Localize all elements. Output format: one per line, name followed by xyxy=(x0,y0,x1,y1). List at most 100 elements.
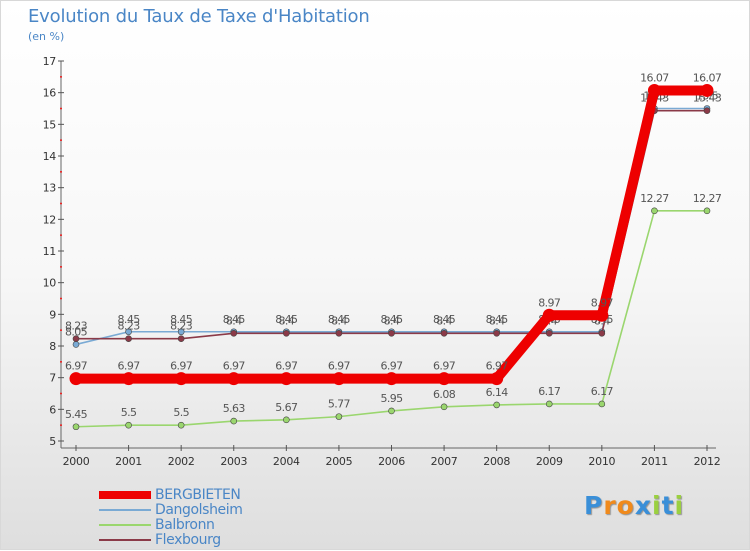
x-tick-label: 2011 xyxy=(641,455,668,468)
data-point-bergbieten xyxy=(122,372,136,386)
data-label-bergbieten: 16.07 xyxy=(693,71,722,84)
data-label-dangolsheim: 8.45 xyxy=(170,313,193,326)
y-tick-label: 13 xyxy=(43,182,57,195)
y-tick-label: 11 xyxy=(43,245,56,258)
data-point-balbronn xyxy=(440,403,448,411)
data-label-flexbourg: 8.4 xyxy=(384,314,400,327)
data-label-balbronn: 12.27 xyxy=(693,192,722,205)
logo-letter: x xyxy=(634,491,652,520)
data-point-balbronn xyxy=(335,413,343,420)
data-point-flexbourg xyxy=(125,335,132,343)
data-point-balbronn xyxy=(651,207,658,215)
data-point-bergbieten xyxy=(332,372,346,386)
data-point-bergbieten xyxy=(647,83,661,97)
logo-letter: P xyxy=(584,491,604,520)
logo-letter: o xyxy=(616,491,635,520)
data-point-flexbourg xyxy=(335,330,343,337)
data-label-dangolsheim: 8.45 xyxy=(328,313,351,326)
legend-swatch xyxy=(99,490,151,499)
data-label-balbronn: 6.14 xyxy=(486,386,509,399)
data-label-dangolsheim: 8.45 xyxy=(118,313,141,326)
y-tick-label: 9 xyxy=(49,308,56,321)
data-label-flexbourg: 8.4 xyxy=(436,314,452,327)
data-point-bergbieten xyxy=(385,372,398,386)
data-label-balbronn: 5.45 xyxy=(65,408,88,421)
x-tick-label: 2010 xyxy=(588,455,615,468)
data-label-bergbieten: 8.97 xyxy=(538,296,561,309)
data-label-balbronn: 6.17 xyxy=(591,385,614,398)
data-label-dangolsheim: 8.45 xyxy=(223,313,246,326)
proxiti-logo: Proxiti xyxy=(584,491,684,520)
data-point-balbronn xyxy=(72,423,80,431)
legend-label: Dangolsheim xyxy=(155,501,243,518)
data-point-balbronn xyxy=(703,207,711,215)
data-label-flexbourg: 8.4 xyxy=(489,314,505,327)
data-point-bergbieten xyxy=(69,372,83,386)
data-point-balbronn xyxy=(598,400,606,408)
x-tick-label: 2006 xyxy=(378,455,405,468)
data-point-dangolsheim xyxy=(125,328,132,336)
data-label-bergbieten: 6.97 xyxy=(433,360,456,373)
logo-letter: i xyxy=(652,491,662,520)
y-tick-label: 7 xyxy=(49,372,56,385)
y-tick-label: 10 xyxy=(43,277,57,290)
data-label-bergbieten: 6.97 xyxy=(65,360,88,373)
data-point-bergbieten xyxy=(437,372,451,386)
data-point-balbronn xyxy=(388,407,395,415)
data-point-flexbourg xyxy=(493,330,500,337)
data-label-balbronn: 5.63 xyxy=(223,402,246,415)
data-point-balbronn xyxy=(283,416,290,424)
data-point-flexbourg xyxy=(703,107,711,115)
data-label-flexbourg: 8.23 xyxy=(65,320,88,333)
data-point-balbronn xyxy=(125,421,132,429)
y-tick-label: 14 xyxy=(43,150,57,163)
data-label-dangolsheim: 8.45 xyxy=(433,313,456,326)
y-tick-label: 8 xyxy=(49,340,56,353)
data-label-dangolsheim: 8.05 xyxy=(65,325,88,338)
data-point-flexbourg xyxy=(283,330,290,337)
data-point-balbronn xyxy=(230,417,238,425)
data-label-flexbourg: 8.4 xyxy=(331,314,347,327)
x-tick-label: 2000 xyxy=(63,455,90,468)
x-tick-label: 2001 xyxy=(115,455,142,468)
y-tick-label: 15 xyxy=(43,118,57,131)
data-point-flexbourg xyxy=(545,330,553,337)
data-label-balbronn: 5.5 xyxy=(121,406,137,419)
data-point-dangolsheim xyxy=(177,328,185,336)
data-label-flexbourg: 8.4 xyxy=(226,314,242,327)
data-point-flexbourg xyxy=(72,335,80,343)
data-label-dangolsheim: 8.45 xyxy=(275,313,298,326)
x-tick-label: 2009 xyxy=(536,455,563,468)
x-tick-label: 2008 xyxy=(483,455,510,468)
y-tick-label: 17 xyxy=(43,55,57,68)
legend-label: Balbronn xyxy=(155,516,215,533)
data-point-flexbourg xyxy=(440,330,448,337)
legend-swatch xyxy=(99,508,151,511)
data-label-bergbieten: 6.97 xyxy=(170,360,193,373)
chart-legend: BERGBIETEN Dangolsheim Balbronn Flexbourg xyxy=(99,487,243,548)
data-label-dangolsheim: 8.45 xyxy=(380,313,403,326)
logo-letter: i xyxy=(674,491,685,520)
data-point-flexbourg xyxy=(177,335,185,343)
logo-letter: r xyxy=(603,491,617,520)
y-tick-label: 12 xyxy=(43,213,56,226)
data-point-bergbieten xyxy=(542,308,556,322)
x-tick-label: 2003 xyxy=(220,455,247,468)
y-tick-label: 6 xyxy=(49,403,56,416)
data-label-balbronn: 6.17 xyxy=(538,385,561,398)
data-label-bergbieten: 6.97 xyxy=(380,360,403,373)
data-point-bergbieten xyxy=(490,372,504,386)
data-label-bergbieten: 16.07 xyxy=(640,71,669,84)
legend-label: Flexbourg xyxy=(155,531,221,548)
data-label-bergbieten: 6.97 xyxy=(486,360,509,373)
data-label-balbronn: 12.27 xyxy=(640,192,669,205)
data-label-balbronn: 6.08 xyxy=(433,388,456,401)
data-label-balbronn: 5.5 xyxy=(173,406,189,419)
data-label-balbronn: 5.95 xyxy=(380,392,403,405)
legend-swatch xyxy=(99,523,151,526)
x-tick-label: 2005 xyxy=(326,455,353,468)
x-tick-label: 2007 xyxy=(431,455,458,468)
data-label-flexbourg: 8.23 xyxy=(170,320,193,333)
